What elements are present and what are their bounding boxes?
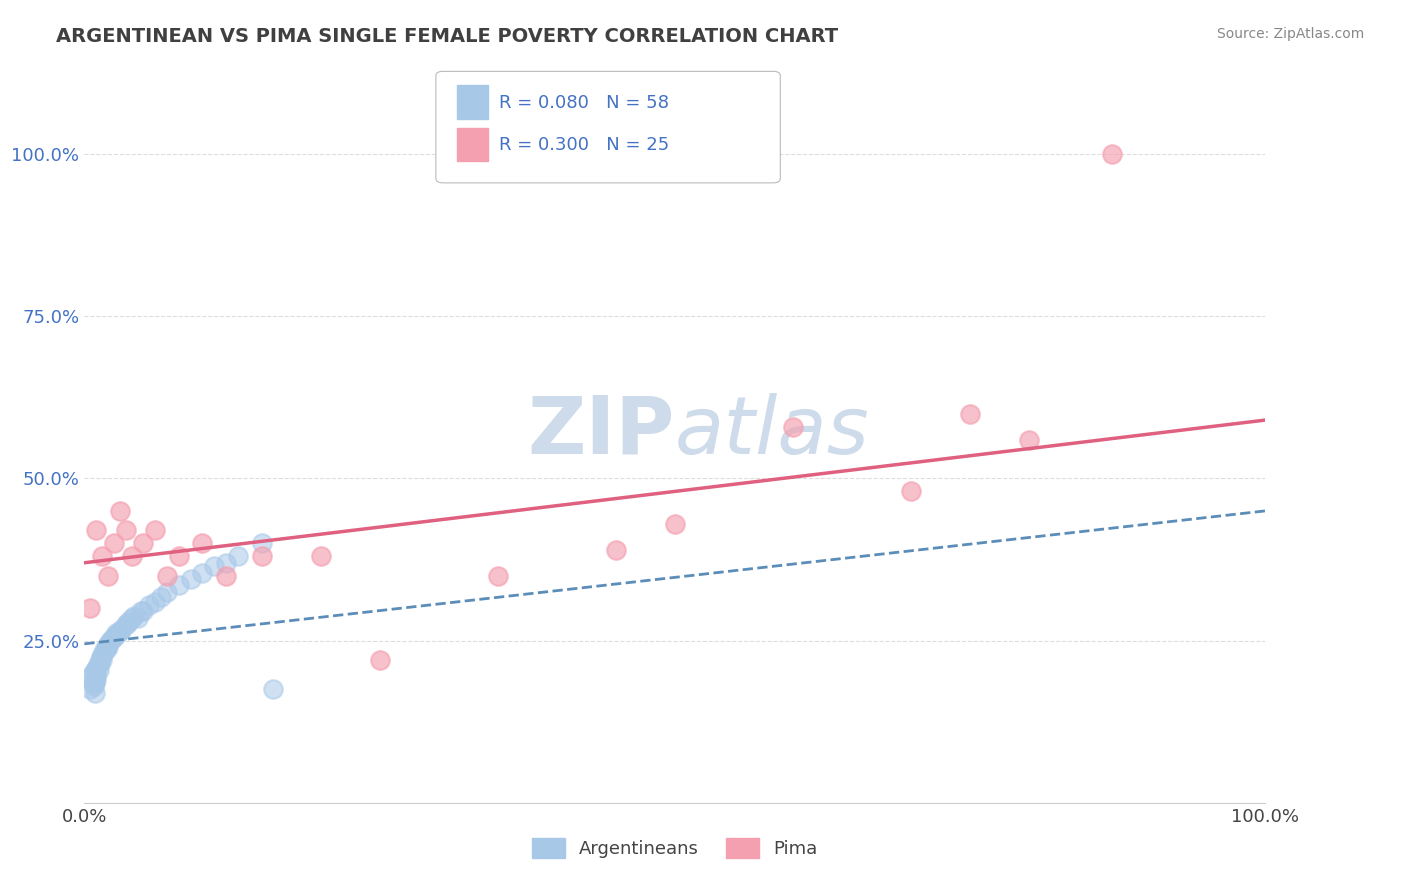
- Point: [156, 585, 179, 599]
- Point: [91, 648, 114, 662]
- Point: [226, 549, 249, 564]
- Point: [84, 666, 107, 681]
- Point: [180, 572, 202, 586]
- Point: [84, 673, 107, 687]
- Point: [97, 640, 120, 654]
- Point: [486, 568, 509, 582]
- Point: [118, 614, 141, 628]
- Point: [82, 675, 104, 690]
- Point: [91, 653, 114, 667]
- Point: [143, 524, 166, 538]
- Point: [107, 627, 129, 641]
- Point: [250, 549, 273, 564]
- Point: [97, 637, 120, 651]
- Point: [122, 609, 145, 624]
- Point: [250, 536, 273, 550]
- Point: [156, 568, 179, 582]
- Point: [121, 549, 143, 564]
- Point: [94, 641, 117, 656]
- Point: [108, 624, 131, 638]
- Point: [605, 542, 627, 557]
- Point: [91, 549, 114, 564]
- Point: [108, 624, 131, 638]
- Point: [84, 663, 107, 677]
- Point: [309, 549, 332, 564]
- Point: [103, 536, 125, 550]
- Point: [114, 617, 136, 632]
- Point: [83, 673, 105, 688]
- Point: [1101, 147, 1123, 161]
- Text: ARGENTINEAN VS PIMA SINGLE FEMALE POVERTY CORRELATION CHART: ARGENTINEAN VS PIMA SINGLE FEMALE POVERT…: [56, 27, 838, 45]
- Point: [138, 598, 160, 612]
- Point: [96, 639, 118, 653]
- Point: [105, 625, 128, 640]
- Point: [127, 611, 149, 625]
- Point: [959, 407, 981, 421]
- Text: R = 0.080   N = 58: R = 0.080 N = 58: [499, 94, 669, 112]
- Point: [98, 633, 121, 648]
- Legend: Argentineans, Pima: Argentineans, Pima: [524, 830, 825, 865]
- Point: [84, 685, 107, 699]
- Point: [191, 536, 214, 550]
- Point: [900, 484, 922, 499]
- Point: [91, 647, 114, 661]
- Point: [121, 611, 143, 625]
- Point: [143, 595, 166, 609]
- Point: [83, 679, 105, 693]
- Point: [84, 669, 107, 683]
- Text: R = 0.300   N = 25: R = 0.300 N = 25: [499, 136, 669, 154]
- Text: atlas: atlas: [675, 392, 870, 471]
- Point: [111, 622, 134, 636]
- Text: ZIP: ZIP: [527, 392, 675, 471]
- Point: [150, 590, 173, 604]
- Point: [90, 649, 112, 664]
- Point: [167, 578, 190, 592]
- Point: [103, 631, 125, 645]
- Point: [132, 536, 155, 550]
- Point: [129, 604, 152, 618]
- Point: [79, 601, 101, 615]
- Point: [108, 504, 131, 518]
- Point: [262, 682, 284, 697]
- Point: [80, 669, 103, 683]
- Point: [82, 666, 104, 681]
- Point: [1018, 433, 1040, 447]
- Point: [89, 657, 111, 671]
- Point: [103, 631, 125, 645]
- Point: [84, 524, 107, 538]
- Text: Source: ZipAtlas.com: Source: ZipAtlas.com: [1216, 27, 1364, 41]
- Point: [94, 643, 117, 657]
- Point: [79, 682, 101, 697]
- Point: [87, 663, 110, 677]
- Point: [87, 657, 110, 671]
- Point: [132, 604, 155, 618]
- Point: [115, 617, 138, 632]
- Point: [782, 419, 804, 434]
- Point: [215, 556, 238, 570]
- Point: [97, 568, 120, 582]
- Point: [93, 643, 115, 657]
- Point: [83, 673, 105, 687]
- Point: [167, 549, 190, 564]
- Point: [89, 653, 111, 667]
- Point: [202, 559, 225, 574]
- Point: [86, 659, 108, 673]
- Point: [86, 659, 108, 673]
- Point: [191, 566, 214, 580]
- Point: [84, 675, 107, 690]
- Point: [215, 568, 238, 582]
- Point: [114, 524, 136, 538]
- Point: [100, 632, 122, 647]
- Point: [664, 516, 686, 531]
- Point: [368, 653, 391, 667]
